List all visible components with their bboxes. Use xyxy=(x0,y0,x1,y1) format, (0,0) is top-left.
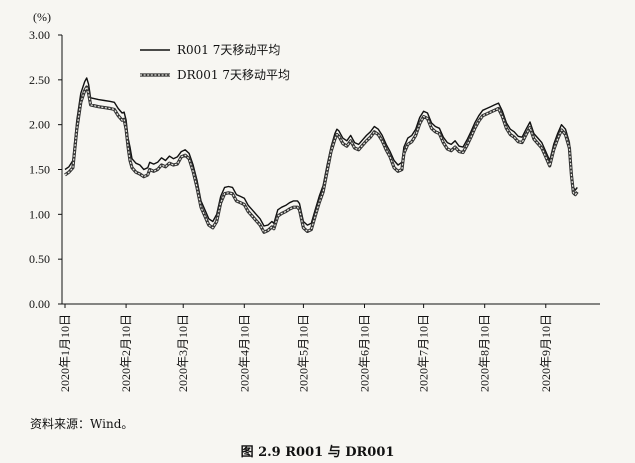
y-axis-label: (%) xyxy=(33,10,51,24)
x-tick-label: 2020年3月10日 xyxy=(176,314,190,392)
legend-label-r001: R001 7天移动平均 xyxy=(177,43,280,57)
x-tick-label: 2020年4月10日 xyxy=(237,314,251,392)
legend-label-dr001: DR001 7天移动平均 xyxy=(177,68,290,82)
y-tick-label: 1.50 xyxy=(29,163,50,177)
x-tick-label: 2020年1月10日 xyxy=(58,314,72,392)
x-tick-label: 2020年7月10日 xyxy=(417,314,431,392)
y-tick-label: 2.50 xyxy=(29,73,50,87)
x-tick-label: 2020年8月10日 xyxy=(478,314,492,392)
y-tick-label: 0.00 xyxy=(29,297,50,311)
series-line-dr001 xyxy=(64,86,578,233)
x-tick-label: 2020年6月10日 xyxy=(357,314,371,392)
x-tick-label: 2020年2月10日 xyxy=(119,314,133,392)
series-line-r001 xyxy=(64,77,578,227)
x-tick-label: 2020年9月10日 xyxy=(539,314,553,392)
figure-caption: 图 2.9 R001 与 DR001 xyxy=(240,445,395,460)
series-line-dr001-outline xyxy=(64,85,579,234)
y-tick-label: 3.00 xyxy=(29,28,50,42)
y-tick-label: 2.00 xyxy=(29,118,50,132)
x-tick-label: 2020年5月10日 xyxy=(296,314,310,392)
y-tick-label: 0.50 xyxy=(29,252,50,266)
y-tick-label: 1.00 xyxy=(29,207,50,221)
source-note: 资料来源：Wind。 xyxy=(30,417,134,431)
